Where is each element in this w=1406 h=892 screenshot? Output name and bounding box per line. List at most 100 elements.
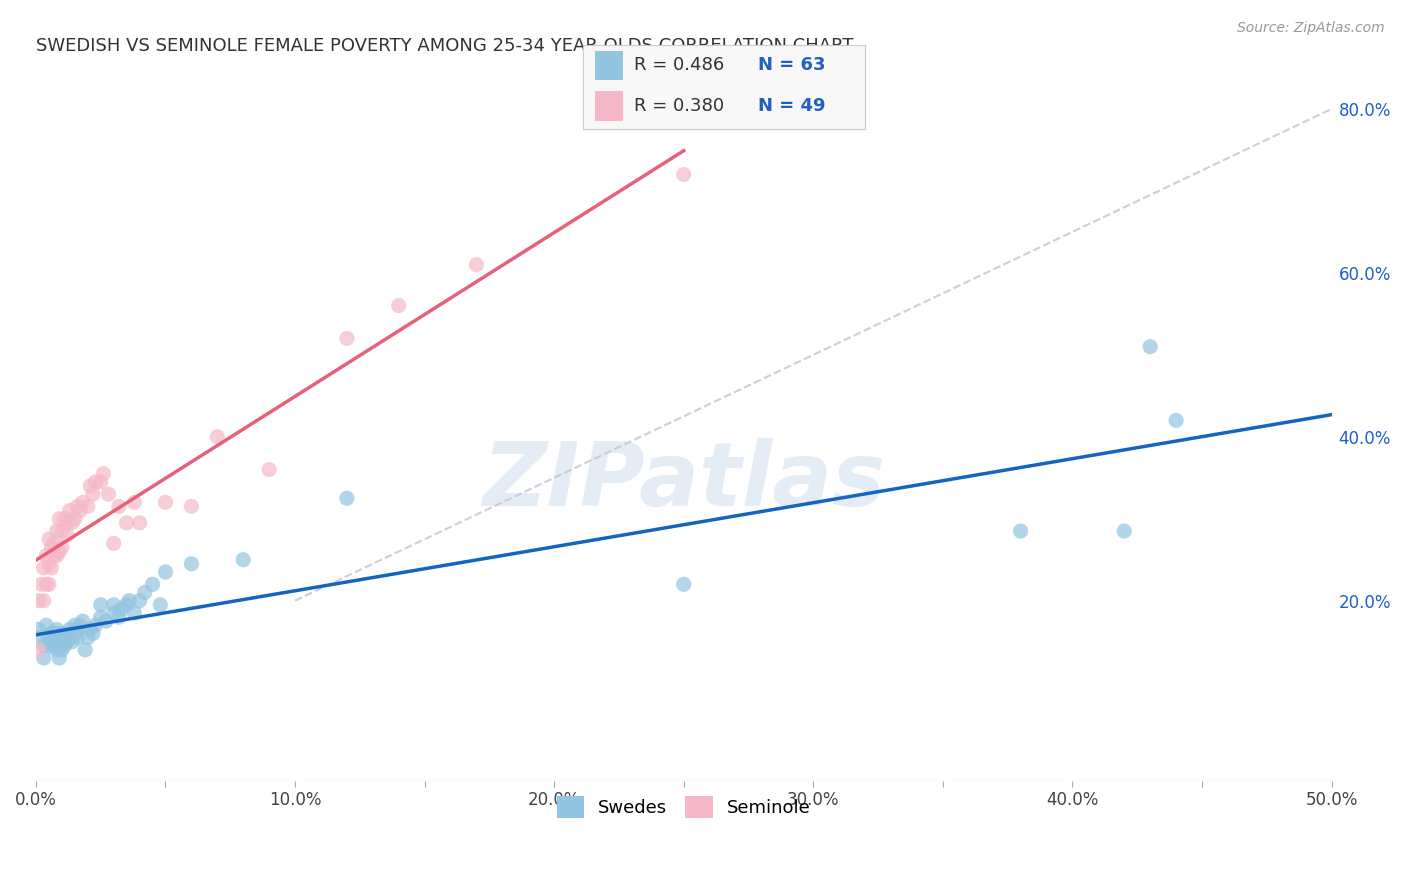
Point — [63, 626, 86, 640]
Text: Source: ZipAtlas.com: Source: ZipAtlas.com — [1237, 21, 1385, 36]
Point — [1139, 340, 1161, 354]
Point — [465, 258, 488, 272]
Point — [45, 524, 67, 538]
Point — [82, 487, 104, 501]
Point — [51, 634, 73, 648]
Point — [56, 634, 79, 648]
Point — [110, 602, 132, 616]
Point — [48, 544, 70, 558]
Point — [27, 593, 49, 607]
Point — [59, 631, 82, 645]
Point — [90, 475, 112, 489]
Point — [45, 643, 67, 657]
Point — [51, 524, 73, 538]
Point — [180, 557, 202, 571]
FancyBboxPatch shape — [595, 91, 623, 120]
Point — [82, 626, 104, 640]
Point — [45, 631, 67, 645]
Point — [48, 651, 70, 665]
Point — [60, 516, 83, 530]
Point — [94, 614, 117, 628]
Point — [155, 565, 177, 579]
Point — [1010, 524, 1032, 538]
Point — [72, 614, 94, 628]
Point — [41, 561, 63, 575]
Point — [32, 593, 55, 607]
Text: R = 0.380: R = 0.380 — [634, 96, 724, 114]
Point — [103, 536, 125, 550]
Point — [59, 503, 82, 517]
Point — [53, 512, 76, 526]
Point — [41, 634, 63, 648]
Point — [45, 549, 67, 563]
Point — [38, 557, 60, 571]
Point — [336, 331, 359, 345]
Point — [91, 467, 114, 481]
Point — [672, 168, 695, 182]
Point — [42, 626, 65, 640]
Text: ZIPatlas: ZIPatlas — [482, 438, 886, 525]
Point — [336, 491, 359, 506]
Point — [27, 643, 49, 657]
Point — [42, 639, 65, 653]
Point — [149, 598, 172, 612]
Point — [41, 626, 63, 640]
Point — [141, 577, 163, 591]
Point — [48, 626, 70, 640]
Point — [45, 623, 67, 637]
Point — [63, 618, 86, 632]
Point — [76, 631, 98, 645]
Point — [30, 577, 52, 591]
Point — [56, 516, 79, 530]
Point — [42, 536, 65, 550]
Point — [69, 618, 91, 632]
Point — [155, 495, 177, 509]
Point — [124, 606, 146, 620]
Point — [388, 299, 411, 313]
Point — [63, 512, 86, 526]
Point — [56, 626, 79, 640]
Point — [51, 643, 73, 657]
Text: R = 0.486: R = 0.486 — [634, 56, 724, 74]
Point — [53, 639, 76, 653]
Point — [59, 623, 82, 637]
Point — [1114, 524, 1136, 538]
Point — [38, 533, 60, 547]
Point — [1164, 413, 1187, 427]
Point — [51, 626, 73, 640]
Point — [103, 598, 125, 612]
Point — [76, 500, 98, 514]
Point — [32, 639, 55, 653]
Point — [180, 500, 202, 514]
Text: N = 63: N = 63 — [758, 56, 825, 74]
Point — [35, 577, 58, 591]
Point — [79, 623, 101, 637]
Point — [108, 500, 131, 514]
Point — [38, 631, 60, 645]
Point — [35, 618, 58, 632]
Point — [75, 643, 97, 657]
Point — [232, 552, 254, 566]
Point — [672, 577, 695, 591]
Point — [257, 462, 280, 476]
Point — [207, 430, 229, 444]
Point — [103, 606, 125, 620]
Point — [66, 623, 89, 637]
Point — [48, 634, 70, 648]
Point — [108, 610, 131, 624]
Point — [51, 541, 73, 555]
Point — [72, 495, 94, 509]
Point — [32, 651, 55, 665]
Point — [84, 475, 107, 489]
Point — [27, 623, 49, 637]
Point — [115, 598, 138, 612]
Text: N = 49: N = 49 — [758, 96, 825, 114]
Point — [48, 512, 70, 526]
Point — [115, 516, 138, 530]
Point — [128, 593, 150, 607]
Point — [38, 577, 60, 591]
Point — [124, 495, 146, 509]
Point — [32, 561, 55, 575]
Point — [90, 610, 112, 624]
Point — [53, 631, 76, 645]
